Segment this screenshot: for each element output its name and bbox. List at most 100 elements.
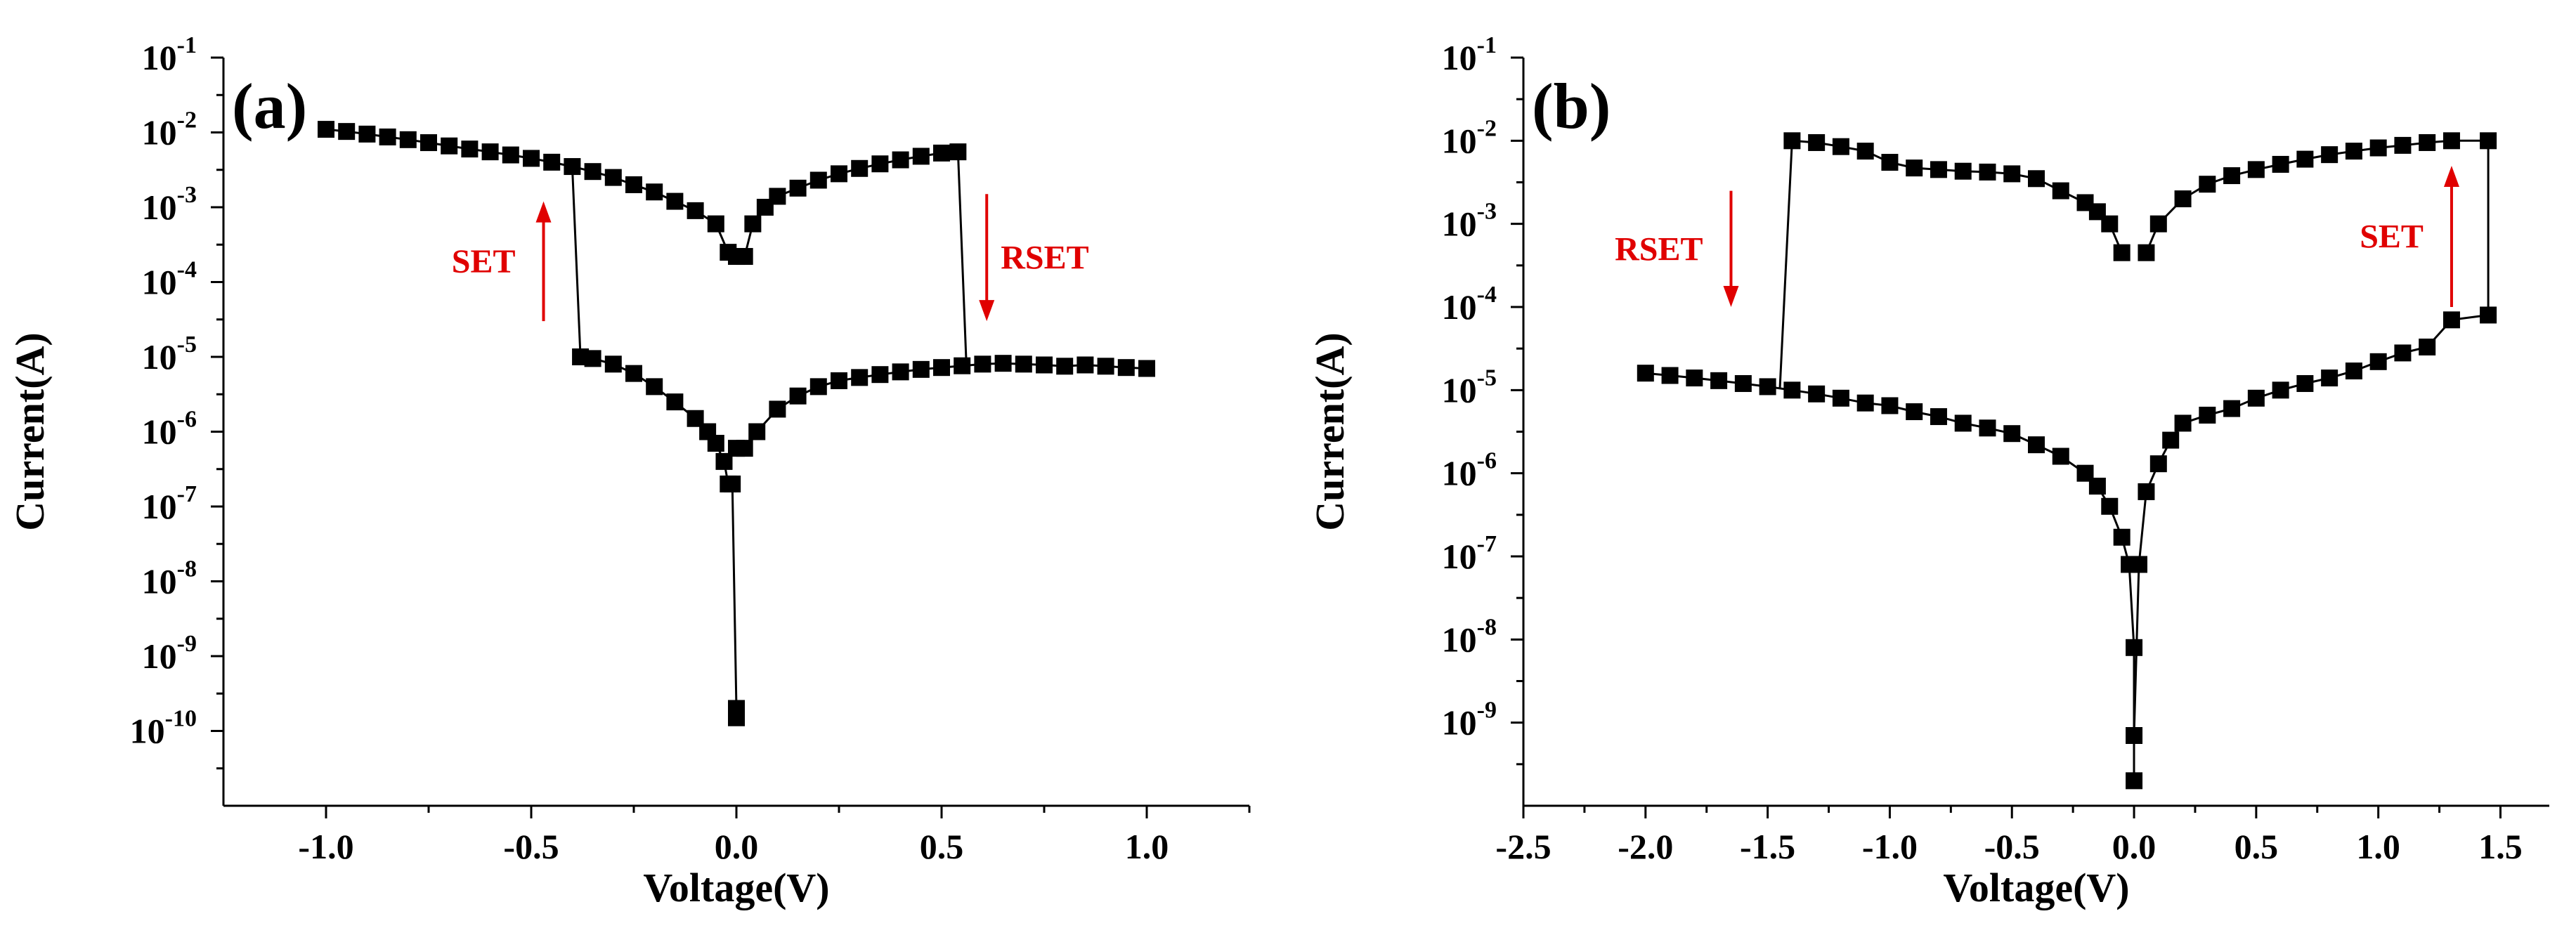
data-point [584, 163, 601, 181]
data-point [1056, 358, 1074, 375]
y-tick-base: 10 [142, 562, 177, 601]
data-point [2052, 182, 2069, 200]
data-point [379, 128, 396, 145]
data-point [646, 378, 663, 396]
data-point [707, 434, 724, 452]
y-tick-label: 10-7 [142, 481, 197, 526]
data-point [1832, 389, 1849, 407]
y-tick-base: 10 [142, 487, 177, 526]
data-point [687, 202, 704, 219]
data-point [1759, 378, 1776, 396]
y-tick-base: 10 [130, 712, 165, 751]
y-tick-base: 10 [142, 412, 177, 452]
data-point [933, 144, 950, 162]
y-tick-base: 10 [142, 38, 177, 77]
data-point [584, 350, 601, 367]
series-line-hrs-positive [2145, 139, 2489, 254]
data-point [2321, 370, 2338, 387]
data-point [2052, 447, 2069, 465]
data-point [1979, 163, 1996, 181]
data-point [2442, 132, 2460, 150]
data-point [831, 372, 847, 389]
data-point [2131, 556, 2147, 573]
data-point [666, 192, 684, 210]
x-tick-label: -0.5 [503, 827, 559, 866]
x-tick-label: 1.5 [2478, 827, 2523, 866]
data-point [2149, 215, 2167, 233]
annotation-label: SET [452, 243, 516, 280]
y-tick-label: 10-3 [1442, 199, 1497, 244]
y-tick-label: 10-9 [142, 631, 197, 676]
data-point [2113, 528, 2131, 546]
y-tick-label: 10-8 [142, 556, 197, 601]
data-point [2028, 170, 2045, 188]
data-point [2162, 431, 2180, 449]
y-tick-base: 10 [1442, 703, 1477, 743]
data-point [2247, 161, 2265, 178]
data-point [1734, 374, 1752, 392]
data-point [543, 153, 561, 171]
data-point [338, 123, 356, 140]
data-point [2272, 155, 2289, 173]
series-line-lrs-positive [736, 362, 1147, 450]
data-point [933, 359, 950, 377]
data-point [1954, 414, 1972, 432]
y-tick-base: 10 [1442, 370, 1477, 410]
data-point [1015, 355, 1032, 373]
y-tick-exponent: -8 [177, 556, 197, 582]
switching-line [956, 152, 968, 360]
data-point [871, 155, 889, 173]
x-axis-title: Voltage(V) [1943, 865, 2129, 910]
data-point [1979, 419, 1996, 437]
data-point [1036, 356, 1053, 374]
y-tick-exponent: -10 [165, 706, 197, 732]
data-point [1906, 159, 1923, 177]
x-tick-label: 0.5 [2235, 827, 2279, 866]
y-tick-label: 10-2 [142, 107, 197, 152]
data-point [399, 131, 417, 148]
data-point [1832, 138, 1849, 155]
data-point [789, 387, 807, 405]
y-tick-exponent: -4 [177, 257, 197, 283]
data-point [2101, 497, 2119, 515]
data-point [2088, 477, 2106, 495]
data-point [2394, 344, 2412, 362]
x-tick-label: -2.0 [1618, 827, 1673, 866]
data-point [2113, 244, 2131, 261]
y-tick-exponent: -5 [177, 332, 197, 358]
data-point [736, 248, 753, 266]
data-point [2369, 353, 2387, 370]
panel-label: (a) [232, 70, 307, 142]
data-point [2174, 190, 2192, 208]
data-point [789, 179, 807, 197]
data-point [604, 169, 622, 186]
y-tick-base: 10 [1442, 121, 1477, 160]
y-tick-exponent: -9 [1477, 698, 1497, 724]
y-tick-exponent: -8 [1477, 614, 1497, 640]
y-tick-base: 10 [142, 188, 177, 227]
data-point [1906, 403, 1923, 421]
y-axis-title: Current(A) [7, 332, 53, 530]
data-point [736, 440, 753, 457]
data-point [2174, 414, 2192, 432]
data-point [2345, 143, 2362, 160]
y-tick-base: 10 [1442, 38, 1477, 77]
data-point [2126, 726, 2143, 744]
y-tick-label: 10-9 [1442, 698, 1497, 743]
data-point [707, 215, 724, 233]
x-axis-title: Voltage(V) [643, 865, 829, 910]
annotation-arrow-head [979, 300, 995, 322]
chart-panel-b: -2.5 -2.0 -1.5 -1.0 -0.5 0.0 0.5 1.0 1.510-910-8… [1307, 32, 2549, 910]
annotation-arrow-head [2443, 165, 2459, 187]
x-tick-label: 0.0 [715, 827, 759, 866]
y-tick-exponent: -7 [1477, 531, 1497, 557]
y-tick-exponent: -6 [1477, 448, 1497, 474]
data-point [2028, 436, 2045, 454]
data-point [769, 400, 786, 418]
y-tick-exponent: -1 [177, 32, 197, 58]
y-tick-base: 10 [1442, 287, 1477, 327]
data-point [2101, 215, 2119, 233]
data-point [2003, 425, 2021, 443]
data-point [1686, 370, 1703, 387]
data-point [646, 183, 663, 201]
